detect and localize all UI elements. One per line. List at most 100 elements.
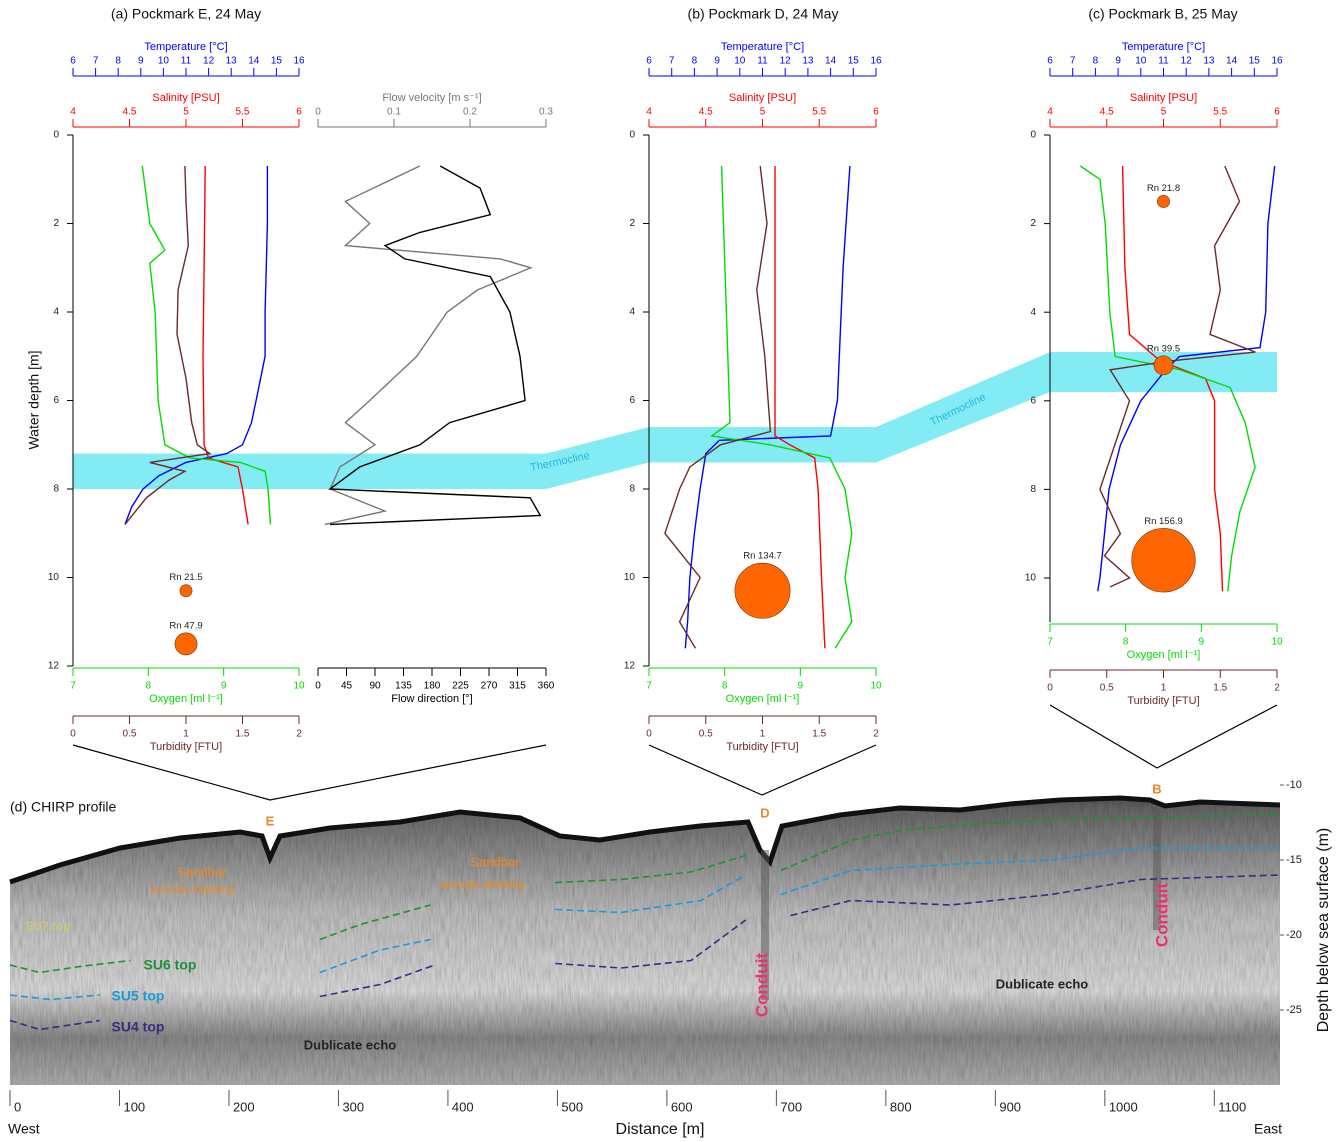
x-tick-label: 2 [1274,683,1280,694]
connector-brackets [72,704,1278,801]
panel-title: (a) Pockmark E, 24 May [111,6,261,22]
y-tick-label: -20 [1286,929,1302,941]
axis-label: Temperature [°C] [1122,41,1205,53]
radon-bubble [1131,528,1196,593]
series-label: SU4 top [112,1019,165,1035]
x-tick-label: 9 [798,681,804,692]
x-tick-label: 13 [226,56,238,67]
x-tick-label: 500 [561,1099,583,1114]
axis-label: Flow velocity [m s⁻¹] [382,92,481,104]
section-annotation: Sandbar [177,864,227,879]
axis-label: Oxygen [ml l⁻¹] [726,693,800,705]
x-tick-label: 8 [115,56,121,67]
x-tick-label: 315 [509,681,526,692]
section-annotation: D [760,805,769,820]
x-tick-label: 180 [424,681,441,692]
x-tick-label: 13 [1203,56,1215,67]
x-tick-label: 4.5 [123,107,137,118]
y-tick-label: 2 [53,218,59,229]
section-annotation: SU7 top [25,919,70,933]
x-tick-label: 12 [1181,56,1193,67]
axis-label: Turbidity [FTU] [726,741,798,753]
x-tick-label: 4.5 [1100,107,1114,118]
y-tick-label: 12 [624,661,636,672]
x-tick-label: 8 [722,681,728,692]
seafloor [9,795,1281,885]
section-annotation: Dublicate echo [304,1037,397,1052]
profile-line [324,165,533,526]
section-annotation: Sandbar [470,854,520,869]
axis-label: Oxygen [ml l⁻¹] [149,693,223,705]
x-tick-label: 0 [315,107,321,118]
y-tick-label: 8 [629,484,635,495]
profile-line [774,166,826,649]
x-tick-label: 600 [671,1099,693,1114]
y-tick-label: 8 [53,484,59,495]
x-tick-label: 800 [890,1099,912,1114]
thermocline-band [649,427,876,463]
x-tick-label: 6 [646,56,652,67]
x-tick-label: 1 [1161,683,1167,694]
x-tick-label: 0.1 [387,107,401,118]
x-tick-label: 2 [296,729,302,740]
x-tick-label: 13 [802,56,814,67]
axis-label: Salinity [PSU] [1130,92,1197,104]
chirp-image [10,798,1280,1085]
y-tick-label: 6 [53,395,59,406]
x-tick-label: 11 [1158,56,1169,67]
y-axis-label: Depth below sea surface (m) [1315,828,1332,1033]
x-tick-label: 10 [870,681,882,692]
y-tick-label: 0 [629,130,635,141]
x-tick-label: 6 [70,56,76,67]
bracket-d [648,744,877,796]
bracket-e [72,744,547,801]
x-tick-label: 10 [158,56,170,67]
x-tick-label: 7 [1047,637,1053,648]
x-tick-label: 10 [293,681,305,692]
x-tick-label: 9 [714,56,720,67]
section-annotation: B [1152,781,1161,796]
radon-label: Rn 39.5 [1147,343,1180,354]
x-tick-label: 1.5 [236,729,250,740]
x-tick-label: 8 [1123,637,1129,648]
y-tick-label: 8 [1030,484,1036,495]
x-tick-label: 10 [1135,56,1147,67]
section-annotation: E [266,813,275,828]
x-tick-label: 5 [1161,107,1167,118]
x-tick-label: 9 [221,681,227,692]
radon-label: Rn 47.9 [169,620,202,631]
profile-line [664,165,772,649]
section-annotation: acoustic blanking [440,879,524,891]
y-tick-label: -25 [1286,1004,1302,1016]
x-tick-label: 200 [233,1099,255,1114]
x-tick-label: 90 [369,681,381,692]
y-tick-label: 0 [1030,130,1036,141]
x-tick-label: 225 [452,681,469,692]
x-tick-label: 135 [395,681,412,692]
axis-label: Temperature [°C] [144,41,227,53]
radon-label: Rn 21.8 [1147,183,1180,194]
y-tick-label: 6 [629,395,635,406]
section-annotation: acoustic blanking [150,884,234,896]
series-label: SU6 top [144,957,197,973]
axis-label: Oxygen [ml l⁻¹] [1127,649,1201,661]
x-tick-label: 11 [181,56,192,67]
x-tick-label: 9 [1115,56,1121,67]
x-tick-label: 360 [538,681,555,692]
y-tick-label: 2 [629,218,635,229]
x-tick-label: 6 [1047,56,1053,67]
x-tick-label: 5 [183,107,189,118]
series-label: SU5 top [112,988,165,1004]
x-tick-label: 9 [1199,637,1205,648]
radon-bubble [1153,355,1174,376]
section-annotation: Conduit [1152,883,1171,948]
x-tick-label: 11 [757,56,768,67]
radon-label: Rn 134.7 [743,551,782,562]
x-tick-label: 15 [848,56,860,67]
x-tick-label: 45 [341,681,353,692]
axis-label: Turbidity [FTU] [1127,695,1199,707]
profile-line [124,165,212,525]
x-tick-label: 0 [14,1099,21,1114]
profile-line [684,165,851,649]
